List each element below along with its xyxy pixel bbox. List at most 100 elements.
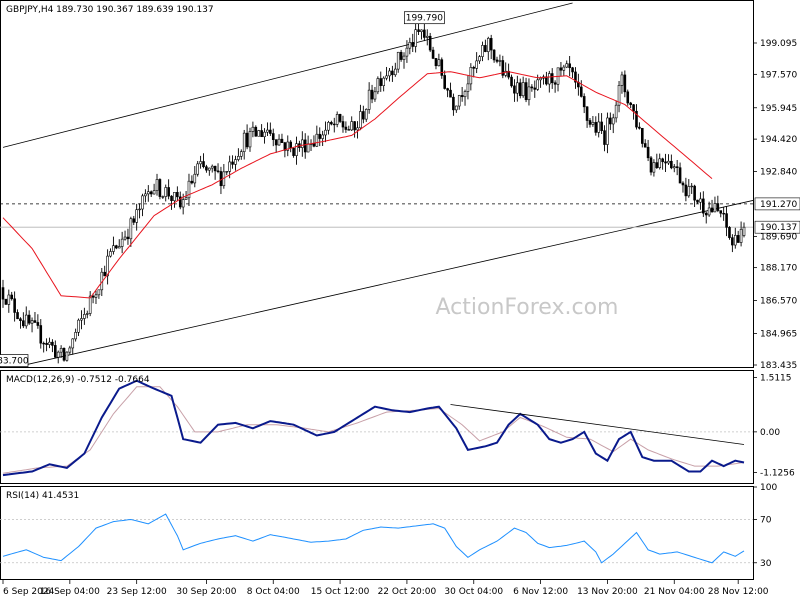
candle (115, 244, 118, 250)
candle-body (193, 173, 197, 184)
candle-body (475, 60, 478, 69)
candle (559, 61, 563, 77)
candle (269, 122, 272, 136)
candle-body (59, 347, 63, 353)
candle (510, 74, 513, 88)
candle-body (202, 161, 205, 168)
candle (45, 338, 48, 352)
rsi-y-axis: 100 70 30 (753, 483, 777, 569)
candle (733, 227, 737, 249)
candle (152, 183, 156, 195)
candle (504, 62, 508, 78)
candle (187, 173, 191, 207)
candle (501, 55, 505, 79)
candle (428, 32, 432, 53)
candle-body (356, 127, 359, 131)
candle (609, 112, 612, 130)
candle (411, 33, 415, 53)
candle-body (672, 166, 676, 169)
candle (158, 178, 162, 200)
candle (263, 128, 266, 144)
candle (301, 131, 304, 157)
candle-body (196, 163, 199, 175)
candle (173, 192, 176, 208)
price-panel: ActionForex.com 199.790183.700 199.09519… (0, 0, 800, 371)
candle (396, 51, 400, 73)
candle-body (27, 314, 31, 324)
candle-body (699, 198, 702, 203)
rsi-tick-label: 100 (760, 483, 777, 493)
candle (481, 41, 484, 62)
candle (321, 130, 324, 146)
price-channel (2, 2, 754, 366)
candle (80, 310, 83, 330)
candle-body (117, 246, 121, 249)
candle (97, 289, 101, 299)
time-tick-label: 13 Nov 20:00 (577, 587, 638, 597)
candle (623, 70, 627, 98)
candle-body (574, 71, 577, 83)
candle (548, 70, 551, 93)
candle-body (97, 289, 101, 296)
time-tick-label: 30 Sep 20:00 (176, 587, 236, 597)
candle-body (239, 151, 243, 157)
watermark: ActionForex.com (436, 295, 619, 320)
candle (10, 291, 14, 301)
price-y-axis: 199.095 197.570 195.945 194.420 192.840 189.6… (753, 39, 800, 371)
candle (327, 120, 330, 135)
candle-body (391, 70, 394, 76)
price-tick-label: 189.690 (760, 232, 797, 242)
candle-body (103, 271, 107, 277)
candle (59, 345, 63, 358)
candle-body (332, 123, 336, 126)
candle (594, 116, 598, 136)
candle (443, 70, 446, 90)
candle (356, 121, 359, 139)
candle (219, 166, 223, 195)
candle-body (370, 89, 374, 100)
candle (553, 80, 557, 93)
candle-body (22, 320, 25, 327)
candle-body (425, 35, 429, 38)
candle (521, 76, 525, 98)
candle (475, 52, 478, 74)
candle (629, 101, 632, 109)
candle-body (109, 251, 112, 257)
candle-body (289, 141, 292, 149)
time-tick-label: 23 Sep 12:00 (107, 587, 167, 597)
candle-body (388, 70, 391, 77)
candle-body (112, 245, 115, 252)
candle (731, 234, 734, 253)
candle-body (710, 207, 714, 213)
candle-body (85, 313, 89, 315)
channel-upper-line (2, 2, 573, 148)
candle (713, 196, 717, 213)
candle-body (687, 186, 691, 197)
candle (231, 155, 234, 169)
candle (600, 113, 603, 135)
price-annotations: 199.790 183.700 (0, 11, 445, 367)
candle (144, 189, 147, 203)
price-tick-label: 192.840 (760, 168, 797, 178)
candle-body (149, 191, 153, 195)
candle (399, 49, 403, 62)
candle-body (231, 161, 234, 165)
rsi-tick-label: 70 (760, 515, 772, 525)
candle (722, 206, 725, 221)
candle-body (402, 55, 406, 60)
candle-body (455, 105, 458, 111)
candle-body (562, 66, 566, 71)
candle (527, 78, 531, 106)
candle (597, 113, 601, 138)
candle (196, 160, 199, 177)
candle-body (254, 126, 258, 137)
candle (359, 104, 362, 131)
candle-body (338, 114, 342, 122)
candle (27, 310, 31, 326)
candle-body (431, 49, 435, 59)
candle (530, 84, 534, 92)
candle-body (237, 156, 240, 160)
candle (48, 337, 51, 349)
candle (208, 167, 211, 176)
